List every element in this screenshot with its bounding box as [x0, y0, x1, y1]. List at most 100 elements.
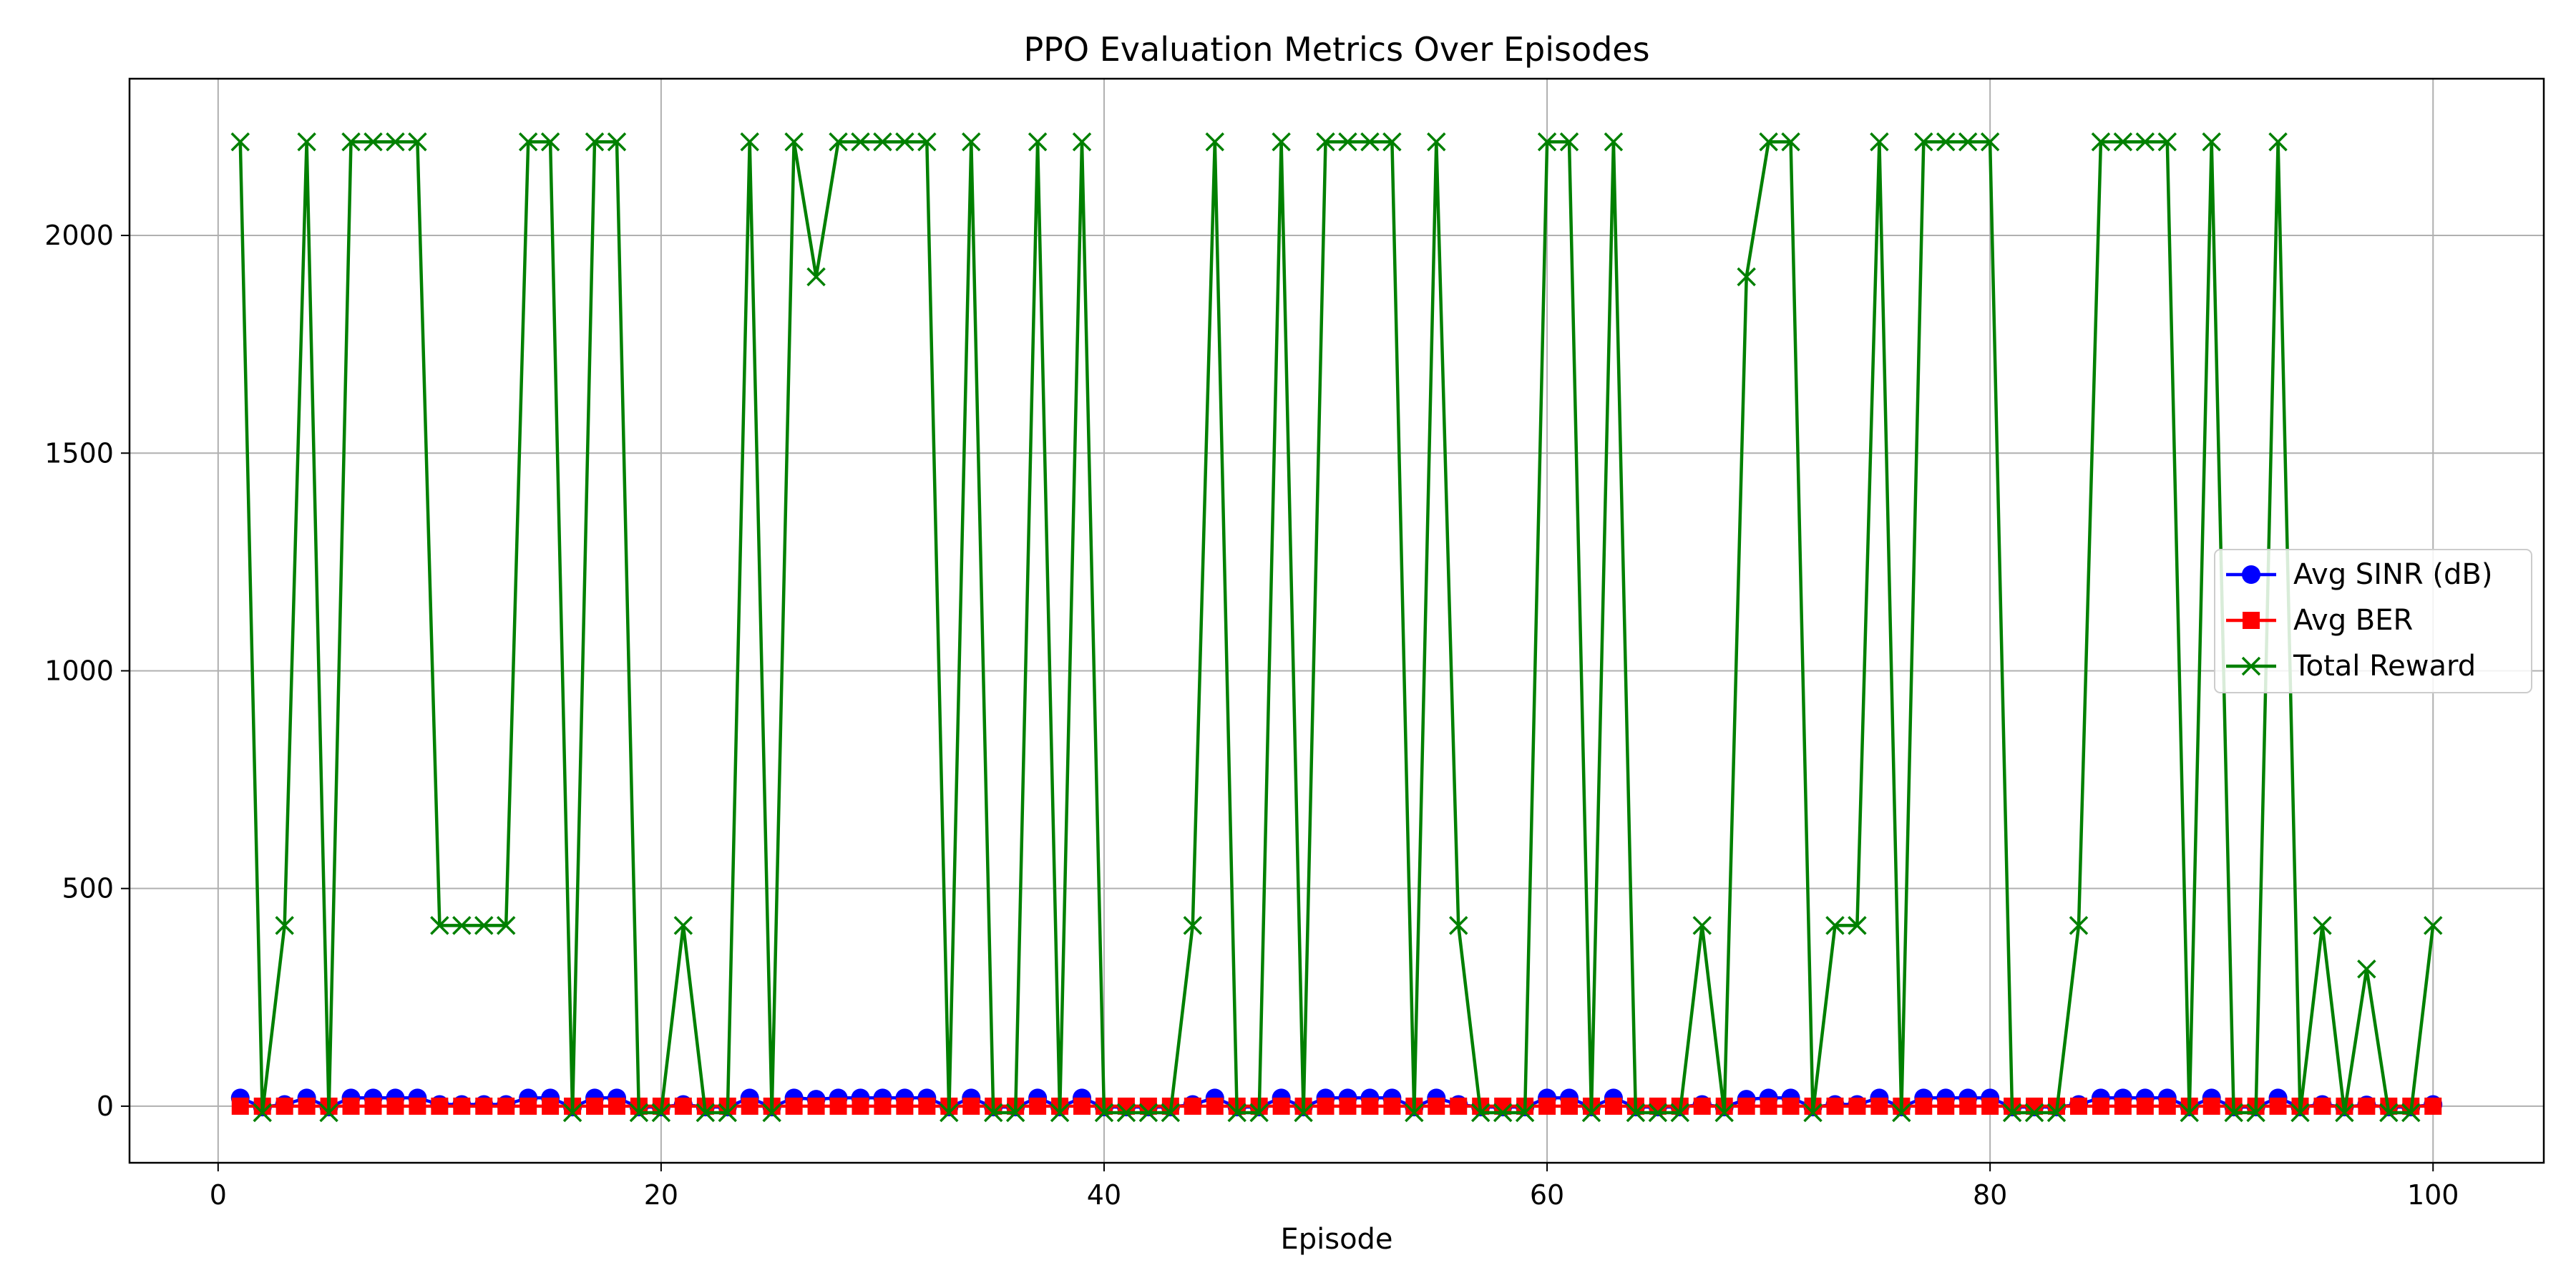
data-point-total-reward [1604, 132, 1624, 152]
data-point-avg-ber [1073, 1097, 1091, 1115]
legend-item: Total Reward [2226, 650, 2476, 683]
x-tick-label: 80 [1973, 1179, 2007, 1211]
data-point-avg-ber [896, 1097, 914, 1115]
data-point-total-reward [607, 132, 627, 152]
data-point-avg-ber [918, 1097, 936, 1115]
data-point-avg-ber [741, 1097, 758, 1115]
data-point-avg-ber [1450, 1097, 1468, 1115]
data-point-total-reward [1848, 916, 1867, 935]
data-point-avg-ber [1981, 1097, 1999, 1115]
data-point-avg-ber [1339, 1097, 1357, 1115]
data-point-total-reward [629, 1103, 649, 1123]
data-point-total-reward [1714, 1103, 1734, 1123]
data-point-avg-ber [2136, 1097, 2154, 1115]
data-point-avg-ber [1428, 1097, 1445, 1115]
legend-label: Total Reward [2293, 650, 2476, 683]
data-point-total-reward [1382, 132, 1402, 152]
x-tick-label: 0 [210, 1179, 227, 1211]
data-point-avg-ber [409, 1097, 426, 1115]
data-point-total-reward [2113, 132, 2133, 152]
data-point-total-reward [940, 1103, 959, 1123]
data-point-total-reward [1227, 1103, 1246, 1123]
x-tick-label: 20 [644, 1179, 678, 1211]
y-tick-label: 0 [97, 1091, 114, 1122]
data-point-total-reward [364, 132, 383, 152]
data-point-total-reward [297, 132, 316, 152]
legend-label: Avg SINR (dB) [2293, 558, 2492, 591]
x-axis-label: Episode [1280, 1223, 1392, 1256]
data-point-avg-ber [1561, 1097, 1579, 1115]
data-point-total-reward [1892, 1103, 1911, 1123]
data-point-avg-ber [475, 1097, 493, 1115]
series-line-total-reward [238, 140, 2435, 1115]
data-point-total-reward [1626, 1103, 1646, 1123]
data-point-avg-ber [1959, 1097, 1977, 1115]
data-point-avg-ber [785, 1097, 803, 1115]
data-point-total-reward [2290, 1103, 2310, 1123]
data-point-total-reward [962, 132, 981, 152]
data-point-total-reward [1958, 132, 1978, 152]
data-point-total-reward [2069, 916, 2089, 935]
data-point-total-reward [1205, 132, 1224, 152]
data-point-avg-ber [1538, 1097, 1556, 1115]
legend-marker [2242, 565, 2260, 584]
data-point-total-reward [430, 916, 449, 935]
data-point-avg-ber [1184, 1097, 1201, 1115]
data-point-total-reward [1161, 1103, 1181, 1123]
data-point-total-reward [1449, 916, 1468, 935]
data-point-total-reward [562, 1103, 582, 1123]
data-point-avg-ber [2313, 1097, 2331, 1115]
data-point-avg-ber [231, 1097, 249, 1115]
data-point-avg-ber [1317, 1097, 1335, 1115]
data-point-avg-ber [542, 1097, 560, 1115]
data-point-avg-ber [275, 1097, 293, 1115]
data-point-total-reward [1094, 1103, 1114, 1123]
data-point-total-reward [2135, 132, 2155, 152]
data-point-total-reward [1050, 1103, 1070, 1123]
data-point-total-reward [1183, 916, 1203, 935]
data-point-avg-ber [1782, 1097, 1800, 1115]
data-point-total-reward [1405, 1103, 1424, 1123]
data-point-total-reward [2224, 1103, 2243, 1123]
data-point-avg-ber [852, 1097, 869, 1115]
data-point-total-reward [1470, 1103, 1491, 1123]
data-point-avg-ber [2424, 1097, 2442, 1115]
chart-title: PPO Evaluation Metrics Over Episodes [1023, 30, 1649, 69]
data-point-avg-ber [2202, 1097, 2220, 1115]
data-point-total-reward [1515, 1103, 1535, 1123]
data-point-total-reward [696, 1103, 716, 1123]
data-point-total-reward [806, 267, 826, 287]
data-point-total-reward [408, 132, 427, 152]
data-point-avg-ber [874, 1097, 892, 1115]
series-total-reward [230, 132, 2443, 1123]
data-point-total-reward [851, 132, 870, 152]
data-point-total-reward [1116, 1103, 1136, 1123]
legend-box [2214, 549, 2532, 693]
data-point-avg-ber [1760, 1097, 1777, 1115]
data-point-total-reward [452, 916, 472, 935]
data-point-avg-ber [431, 1097, 449, 1115]
data-point-total-reward [1338, 132, 1357, 152]
data-point-avg-ber [2114, 1097, 2132, 1115]
series-layer [230, 132, 2443, 1123]
data-point-total-reward [2180, 1103, 2199, 1123]
data-point-total-reward [1781, 132, 1800, 152]
data-point-total-reward [829, 132, 848, 152]
data-point-total-reward [1737, 267, 1756, 287]
data-point-total-reward [762, 1103, 781, 1123]
y-tick-label: 1000 [44, 655, 114, 686]
data-point-total-reward [2335, 1103, 2354, 1123]
data-point-total-reward [2423, 916, 2443, 935]
x-tick-label: 60 [1530, 1179, 1564, 1211]
data-point-avg-ber [386, 1097, 404, 1115]
data-point-avg-ber [1937, 1097, 1955, 1115]
data-point-total-reward [1581, 1103, 1601, 1123]
data-point-total-reward [784, 132, 804, 152]
data-point-total-reward [518, 132, 538, 152]
data-point-avg-ber [1737, 1097, 1755, 1115]
data-point-total-reward [673, 916, 693, 935]
data-point-total-reward [2157, 132, 2177, 152]
data-point-total-reward [386, 132, 405, 152]
data-point-total-reward [1759, 132, 1778, 152]
